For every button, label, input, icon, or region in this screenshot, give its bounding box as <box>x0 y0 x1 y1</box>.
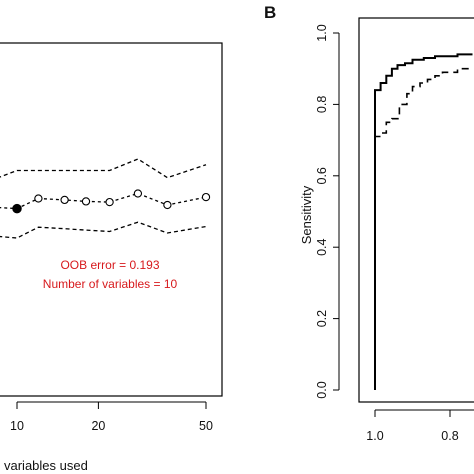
panel-a-series-group <box>0 158 211 239</box>
panel-a: 10 20 50 OOB error = 0.193 Number of varia… <box>0 42 223 473</box>
panel-b-y-tick-label: 1.0 <box>315 24 329 41</box>
panel-a-series-points-line-line <box>0 192 207 210</box>
panel-b-plot-frame <box>358 17 474 403</box>
number-of-variables-annotation: Number of variables = 10 <box>43 277 178 291</box>
panel-b-x-axis: 1.0 0.8 <box>366 409 474 443</box>
panel-a-plot-frame <box>0 42 223 397</box>
panel-b-series-group <box>374 53 473 390</box>
panel-b-y-tick-label: 0.4 <box>315 238 329 255</box>
panel-a-selected-point <box>12 203 22 214</box>
panel-b-y-tick-label: 0.0 <box>315 381 329 398</box>
panel-b-label: B <box>264 3 276 22</box>
panel-a-x-axis-title: variables used <box>4 458 88 473</box>
panel-b-y-axis: 0.0 0.2 0.4 0.6 0.8 1.0 <box>315 24 340 399</box>
panel-b-roc-dashed-line <box>374 67 473 390</box>
panel-b-roc-solid-line <box>374 53 473 390</box>
panel-a-data-point <box>105 197 114 207</box>
panel-a-x-tick-label: 10 <box>10 419 24 433</box>
panel-b-y-tick-label: 0.2 <box>315 310 329 327</box>
panel-a-x-tick-label: 20 <box>91 419 105 433</box>
panel-a-data-point <box>133 189 143 198</box>
panel-a-x-axis: 10 20 50 <box>10 401 213 433</box>
panel-a-data-point <box>34 194 43 203</box>
panel-b-y-tick-label: 0.8 <box>315 96 329 113</box>
panel-a-data-point <box>60 195 69 205</box>
panel-a-data-point <box>201 192 211 202</box>
panel-b-x-tick-label: 0.8 <box>441 429 458 443</box>
panel-a-data-point <box>81 197 91 206</box>
oob-error-annotation: OOB error = 0.193 <box>60 258 159 272</box>
panel-a-series-dashed-upper-line <box>0 158 207 179</box>
panel-a-x-tick-label: 50 <box>199 419 213 433</box>
panel-b-y-axis-title: Sensitivity <box>299 185 314 244</box>
panel-a-data-point <box>163 200 172 210</box>
panel-b-x-tick-label: 1.0 <box>366 429 383 443</box>
panel-b: B 0.0 0.2 0.4 0.6 0.8 1.0 1.0 0.8 Sensitivity <box>264 3 474 443</box>
panel-b-y-tick-label: 0.6 <box>315 167 329 184</box>
panel-a-series-dashed-lower-line <box>0 221 207 239</box>
